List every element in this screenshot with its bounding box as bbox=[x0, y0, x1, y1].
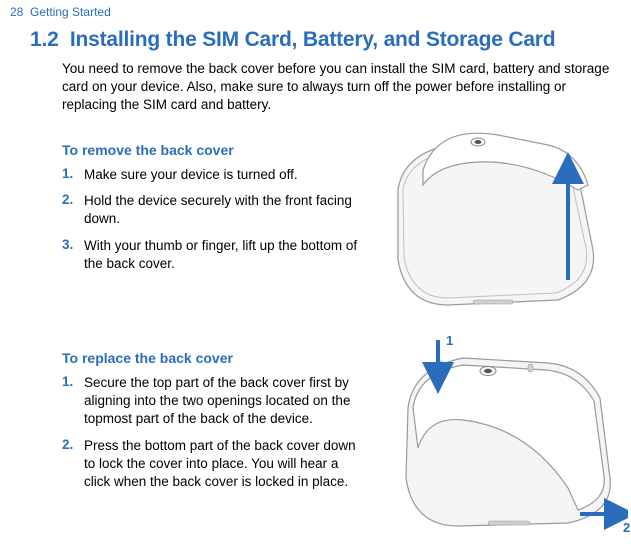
step-number: 2. bbox=[62, 437, 84, 492]
device-illustration-remove bbox=[378, 130, 608, 315]
step-text: With your thumb or finger, lift up the b… bbox=[84, 237, 362, 273]
remove-cover-figure bbox=[378, 130, 608, 315]
step-number: 1. bbox=[62, 374, 84, 429]
device-illustration-replace bbox=[378, 338, 628, 538]
diagram-label-1: 1 bbox=[446, 333, 453, 348]
remove-cover-heading: To remove the back cover bbox=[62, 142, 362, 158]
page-number: 28 bbox=[10, 5, 23, 19]
page-header: 28 Getting Started bbox=[10, 5, 111, 19]
step-item: 1. Secure the top part of the back cover… bbox=[62, 374, 362, 429]
step-text: Make sure your device is turned off. bbox=[84, 166, 298, 184]
replace-cover-block: To replace the back cover 1. Secure the … bbox=[62, 350, 362, 499]
step-text: Secure the top part of the back cover fi… bbox=[84, 374, 362, 429]
step-item: 3. With your thumb or finger, lift up th… bbox=[62, 237, 362, 273]
step-number: 2. bbox=[62, 192, 84, 228]
section-number: 1.2 bbox=[30, 28, 59, 51]
step-text: Press the bottom part of the back cover … bbox=[84, 437, 362, 492]
step-item: 2. Press the bottom part of the back cov… bbox=[62, 437, 362, 492]
step-text: Hold the device securely with the front … bbox=[84, 192, 362, 228]
step-item: 2. Hold the device securely with the fro… bbox=[62, 192, 362, 228]
step-item: 1. Make sure your device is turned off. bbox=[62, 166, 362, 184]
step-number: 1. bbox=[62, 166, 84, 184]
chapter-name: Getting Started bbox=[30, 5, 111, 19]
intro-paragraph: You need to remove the back cover before… bbox=[62, 60, 621, 115]
section-title: 1.2 Installing the SIM Card, Battery, an… bbox=[30, 28, 621, 52]
replace-cover-heading: To replace the back cover bbox=[62, 350, 362, 366]
section-heading: Installing the SIM Card, Battery, and St… bbox=[70, 28, 556, 51]
remove-cover-block: To remove the back cover 1. Make sure yo… bbox=[62, 142, 362, 281]
diagram-label-2: 2 bbox=[623, 520, 630, 535]
step-number: 3. bbox=[62, 237, 84, 273]
replace-cover-figure: 1 2 bbox=[378, 338, 628, 538]
